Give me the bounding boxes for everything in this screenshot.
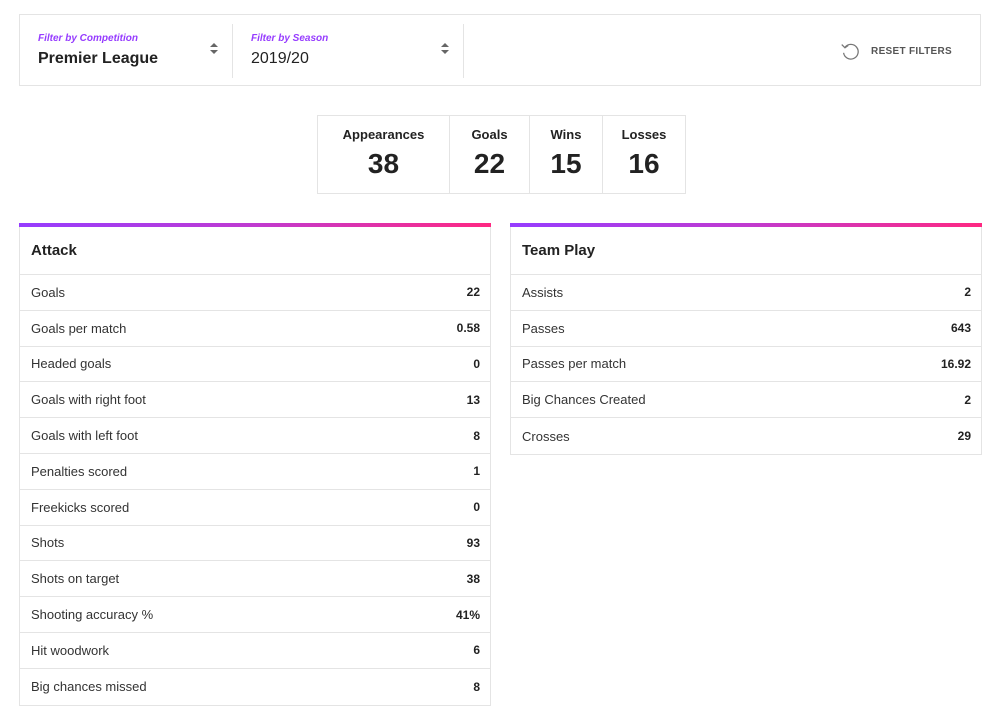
stat-label: Big chances missed bbox=[31, 679, 147, 695]
panel-title: Attack bbox=[20, 227, 490, 275]
stat-value: 41% bbox=[455, 607, 480, 622]
sort-arrows-icon bbox=[210, 43, 218, 57]
stat-row: Passes 643 bbox=[511, 311, 981, 347]
stat-value: 0.58 bbox=[456, 321, 480, 336]
stat-row: Assists 2 bbox=[511, 275, 981, 311]
stat-row: Goals 22 bbox=[20, 275, 490, 311]
stat-label: Hit woodwork bbox=[31, 642, 110, 658]
stat-label: Crosses bbox=[522, 428, 570, 444]
summary-label: Goals bbox=[471, 127, 508, 142]
stat-row: Crosses 29 bbox=[511, 418, 981, 454]
stat-value: 8 bbox=[473, 679, 480, 694]
competition-filter-label: Filter by Competition bbox=[38, 33, 138, 44]
stat-row: Passes per match 16.92 bbox=[511, 347, 981, 383]
stat-value: 6 bbox=[473, 643, 480, 658]
stat-row: Penalties scored 1 bbox=[20, 454, 490, 490]
stat-label: Shots on target bbox=[31, 571, 120, 587]
stat-label: Big Chances Created bbox=[522, 392, 646, 408]
panel-title: Team Play bbox=[511, 227, 981, 275]
stat-label: Headed goals bbox=[31, 356, 112, 372]
summary-label: Appearances bbox=[342, 127, 425, 142]
stat-label: Penalties scored bbox=[31, 463, 128, 479]
stat-row: Headed goals 0 bbox=[20, 347, 490, 383]
summary-goals: Goals 22 bbox=[449, 116, 529, 193]
competition-filter-value: Premier League bbox=[38, 50, 159, 67]
stat-row: Big chances missed 8 bbox=[20, 669, 490, 705]
stat-label: Assists bbox=[522, 284, 564, 300]
summary-value: 38 bbox=[367, 148, 400, 179]
stat-value: 643 bbox=[950, 321, 971, 336]
season-filter-dropdown[interactable]: Filter by Season 2019/20 bbox=[232, 24, 464, 78]
stat-row: Big Chances Created 2 bbox=[511, 382, 981, 419]
stat-value: 22 bbox=[466, 285, 480, 300]
stat-value: 0 bbox=[473, 500, 480, 515]
gradient-bar bbox=[19, 223, 491, 227]
summary-losses: Losses 16 bbox=[602, 116, 685, 193]
stat-row: Freekicks scored 0 bbox=[20, 490, 490, 526]
stat-label: Goals per match bbox=[31, 320, 127, 336]
stat-value: 2 bbox=[964, 392, 971, 407]
reset-filters-label: RESET FILTERS bbox=[871, 45, 952, 57]
stat-row: Goals per match 0.58 bbox=[20, 311, 490, 347]
summary-value: 22 bbox=[473, 148, 506, 179]
stat-value: 93 bbox=[466, 535, 480, 550]
reset-filters-button[interactable]: RESET FILTERS bbox=[839, 41, 952, 61]
stat-label: Passes bbox=[522, 320, 565, 336]
filter-bar: Filter by Competition Premier League Fil… bbox=[19, 14, 981, 86]
stat-value: 16.92 bbox=[940, 356, 971, 371]
summary-value: 16 bbox=[628, 148, 660, 179]
reset-icon bbox=[841, 43, 859, 60]
summary-value: 15 bbox=[550, 148, 582, 179]
stat-label: Shooting accuracy % bbox=[31, 607, 154, 623]
stat-row: Shots on target 38 bbox=[20, 561, 490, 598]
stat-label: Shots bbox=[31, 535, 65, 551]
summary-stats: Appearances 38 Goals 22 Wins 15 Losses 1… bbox=[317, 115, 686, 194]
stat-row: Hit woodwork 6 bbox=[20, 633, 490, 669]
stat-row: Goals with right foot 13 bbox=[20, 382, 490, 419]
sort-arrows-icon bbox=[441, 43, 449, 57]
competition-filter-dropdown[interactable]: Filter by Competition Premier League bbox=[20, 24, 232, 78]
summary-label: Losses bbox=[621, 127, 667, 142]
stat-value: 0 bbox=[473, 356, 480, 371]
season-filter-value: 2019/20 bbox=[251, 50, 309, 67]
stat-value: 2 bbox=[964, 285, 971, 300]
gradient-bar bbox=[510, 223, 982, 227]
stat-row: Shooting accuracy % 41% bbox=[20, 597, 490, 633]
summary-wins: Wins 15 bbox=[529, 116, 602, 193]
stat-label: Passes per match bbox=[522, 356, 627, 372]
summary-label: Wins bbox=[550, 127, 582, 142]
stat-row: Goals with left foot 8 bbox=[20, 418, 490, 454]
stat-label: Goals bbox=[31, 284, 65, 300]
season-filter-label: Filter by Season bbox=[251, 33, 329, 44]
stat-label: Goals with right foot bbox=[31, 392, 146, 408]
stat-value: 8 bbox=[473, 428, 480, 443]
stat-value: 29 bbox=[957, 429, 971, 444]
stat-row: Shots 93 bbox=[20, 526, 490, 562]
stat-label: Freekicks scored bbox=[31, 499, 130, 515]
stat-value: 38 bbox=[466, 571, 480, 586]
stat-label: Goals with left foot bbox=[31, 428, 138, 444]
summary-appearances: Appearances 38 bbox=[318, 116, 449, 193]
team-play-panel: Team Play Assists 2 Passes 643 Passes per … bbox=[510, 223, 982, 455]
attack-panel: Attack Goals 22 Goals per match 0.58 Heade… bbox=[19, 223, 491, 706]
stat-value: 1 bbox=[473, 464, 480, 479]
stat-value: 13 bbox=[466, 392, 480, 407]
